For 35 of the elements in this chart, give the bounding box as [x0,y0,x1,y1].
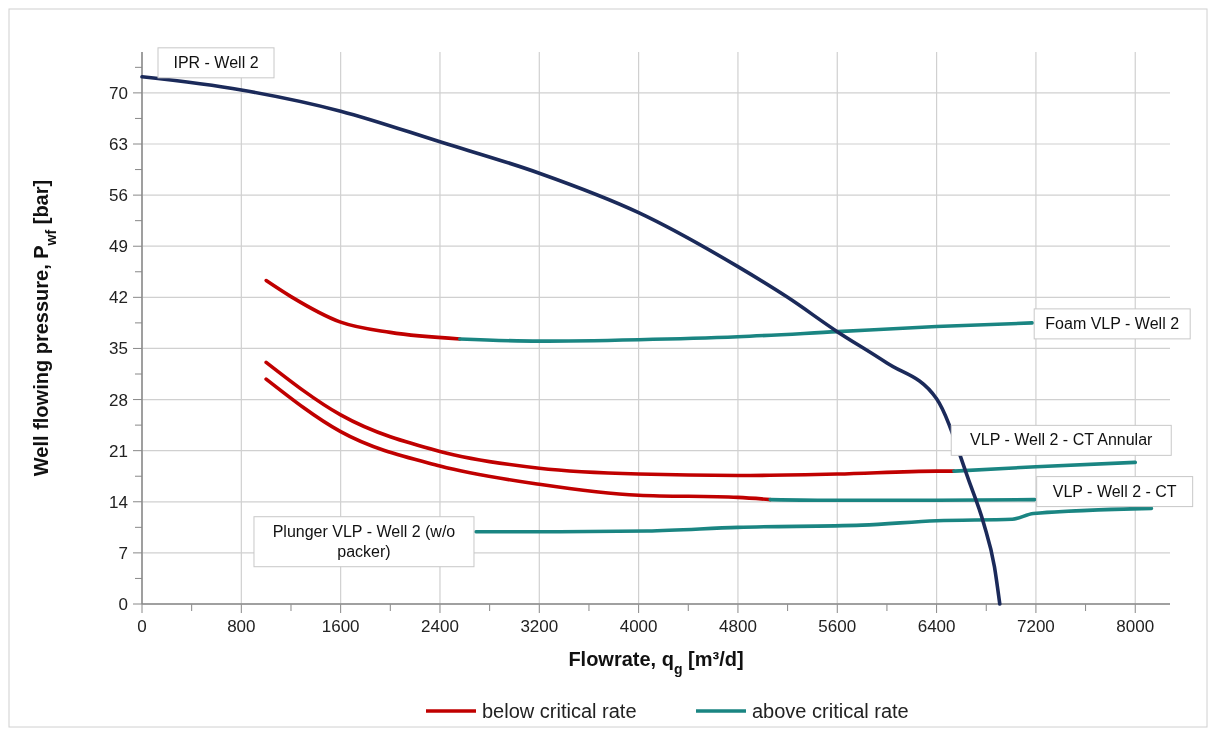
line-series [264,278,462,341]
annotation: VLP - Well 2 - CT [1052,482,1177,500]
x-tick-label: 4800 [719,617,757,636]
annotation: Foam VLP - Well 2 [1045,314,1180,332]
y-tick-label: 0 [118,595,128,614]
y-tick-label: 49 [109,237,128,257]
x-tick-label: 8000 [1116,617,1155,636]
line-series [264,360,956,478]
x-tick-label: 1600 [321,617,360,636]
x-tick-label: 2400 [421,617,459,636]
x-tick-label: 6400 [917,617,956,636]
x-tick-label: 5600 [818,617,857,636]
y-tick-label: 7 [118,543,128,563]
x-tick-label: 0 [137,617,147,636]
line-series [140,75,1002,606]
y-tick-label: 70 [109,83,128,103]
annotation: IPR - Well 2 [173,53,259,71]
x-axis-title: Flowrate, q$_{g}$ [m³/d] [568,648,744,677]
y-tick-label: 63 [109,135,128,154]
y-tick-label: 14 [109,492,128,512]
annotation: Plunger VLP - Well 2 (w/o packer) [272,522,456,560]
legend-label: above critical rate [752,700,909,722]
x-tick-label: 800 [227,617,256,636]
y-tick-label: 56 [109,186,128,206]
y-tick-label: 42 [109,288,128,308]
annotation: VLP - Well 2 - CT Annular [970,431,1154,449]
legend-label: below critical rate [482,700,637,722]
x-tick-label: 3200 [520,617,559,636]
line-series [458,321,1034,343]
line-series [474,506,1154,534]
y-tick-label: 28 [109,390,128,410]
x-tick-label: 7200 [1017,617,1055,636]
x-tick-label: 4000 [619,617,658,636]
y-tick-label: 35 [109,339,128,359]
y-tick-label: 21 [109,441,128,461]
